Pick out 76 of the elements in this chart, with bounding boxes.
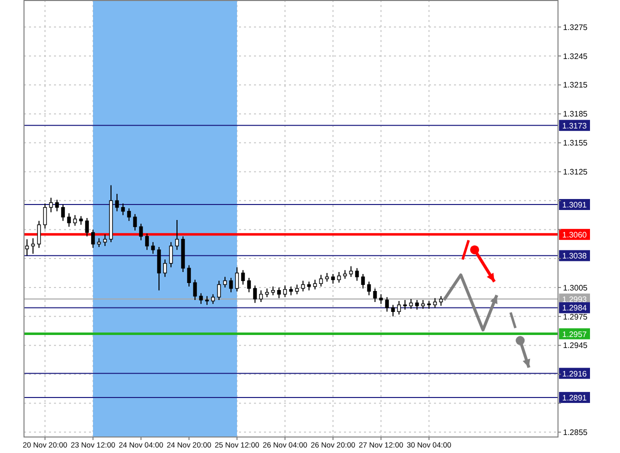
candlestick [145,232,149,250]
candlestick [235,266,239,292]
ref-line-label: 1.2993 [562,295,588,304]
candlestick [379,294,383,304]
candlestick [385,296,389,312]
candlestick [361,273,365,289]
candlestick [121,203,125,216]
candlestick [151,242,155,254]
y-tick-label: 1.3275 [563,22,588,32]
candlestick [187,264,191,288]
ref-line-label: 1.2916 [562,369,588,378]
candlestick [397,300,401,315]
candlestick [169,242,173,268]
y-tick-label: 1.2855 [563,428,588,438]
candlestick [31,238,35,254]
candlestick [91,229,95,248]
y-tick-label: 1.2945 [563,341,588,350]
candlestick [283,285,287,298]
candlestick [175,219,179,250]
candlestick [319,274,323,288]
candlestick [331,273,335,284]
candlestick [55,199,59,212]
candlestick [217,280,221,301]
candlestick [163,259,167,278]
candlestick [367,281,371,296]
candlestick [373,288,377,302]
ref-line-label: 1.3060 [562,230,588,240]
candlestick [85,218,89,237]
candlestick [253,285,257,304]
candlestick [277,286,281,299]
candlestick [337,272,341,284]
candlestick [199,292,203,304]
candlestick [229,277,233,293]
candlestick [67,212,71,228]
ref-line-label: 1.2891 [562,393,588,402]
ref-line-label: 1.2984 [562,304,588,313]
candlestick [349,266,353,278]
y-tick-label: 1.3125 [563,168,588,177]
candlestick [355,268,359,282]
candlestick [73,214,77,226]
candlestick [433,298,437,308]
ref-line-label: 1.3038 [562,252,588,261]
candlestick [61,204,65,222]
y-tick-label: 1.3215 [563,80,588,90]
candlestick [391,304,395,317]
ref-line-label: 1.3091 [562,200,588,210]
candlestick [403,300,407,310]
candlestick [223,276,227,288]
candlestick [193,279,197,301]
candlestick [259,290,263,302]
ref-line-label: 1.3173 [562,121,588,130]
y-tick-label: 1.3155 [563,138,588,148]
candlestick [409,298,413,310]
candlestick [415,300,419,310]
candlestick [157,246,161,291]
y-tick-label: 1.2975 [563,312,588,322]
candlestick [37,220,41,248]
candlestick [127,208,131,222]
y-tick-label: 1.3185 [563,110,588,119]
candlestick [115,193,119,212]
candlestick [49,197,53,213]
candlestick [25,238,29,256]
candlestick [301,280,305,292]
ref-line-label: 1.2957 [562,330,588,339]
candlestick [103,234,107,246]
candlestick [139,223,143,241]
candlestick [439,296,443,306]
candlestick [241,270,245,286]
candlestick [313,279,317,290]
candlestick [133,214,137,232]
y-tick-label: 1.3245 [563,52,588,61]
candlestick [43,203,47,230]
candlestick [295,284,299,295]
candlestick [211,294,215,304]
candlestick [247,277,251,293]
y-tick-label: 1.3005 [563,283,588,292]
